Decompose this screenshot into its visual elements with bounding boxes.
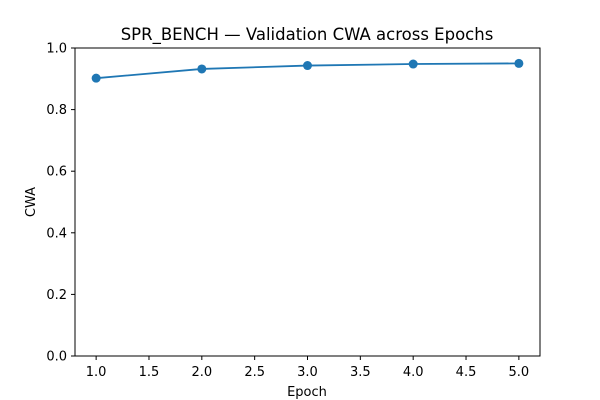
x-tick-label: 1.0 — [86, 365, 107, 380]
x-tick-label: 2.0 — [191, 365, 212, 380]
data-point — [514, 58, 524, 68]
x-tick-label: 4.0 — [403, 365, 424, 380]
chart-title: SPR_BENCH — Validation CWA across Epochs — [121, 25, 494, 45]
x-tick-label: 3.0 — [297, 365, 318, 380]
y-axis-label: CWA — [24, 187, 39, 217]
data-point — [408, 59, 418, 69]
y-tick-label: 0.2 — [46, 288, 67, 303]
y-axis: 0.0 0.2 0.4 0.6 0.8 1.0 — [46, 42, 75, 365]
x-tick-label: 2.5 — [244, 365, 265, 380]
data-point — [91, 73, 101, 83]
x-tick-label: 5.0 — [509, 365, 530, 380]
x-tick-label: 4.5 — [456, 365, 477, 380]
y-tick-label: 0.0 — [46, 350, 67, 365]
data-point — [303, 61, 312, 71]
x-tick-label: 3.5 — [350, 365, 371, 380]
y-tick-label: 0.4 — [46, 226, 67, 241]
x-axis: 1.0 1.5 2.0 2.5 3.0 3.5 4.0 4.5 5.0 — [86, 356, 529, 380]
y-tick-label: 0.8 — [46, 103, 67, 118]
x-tick-label: 1.5 — [139, 365, 160, 380]
x-axis-label: Epoch — [287, 385, 327, 400]
y-tick-label: 1.0 — [46, 42, 67, 57]
data-point — [197, 64, 207, 74]
series-layer — [91, 58, 524, 83]
y-tick-label: 0.6 — [46, 165, 67, 180]
